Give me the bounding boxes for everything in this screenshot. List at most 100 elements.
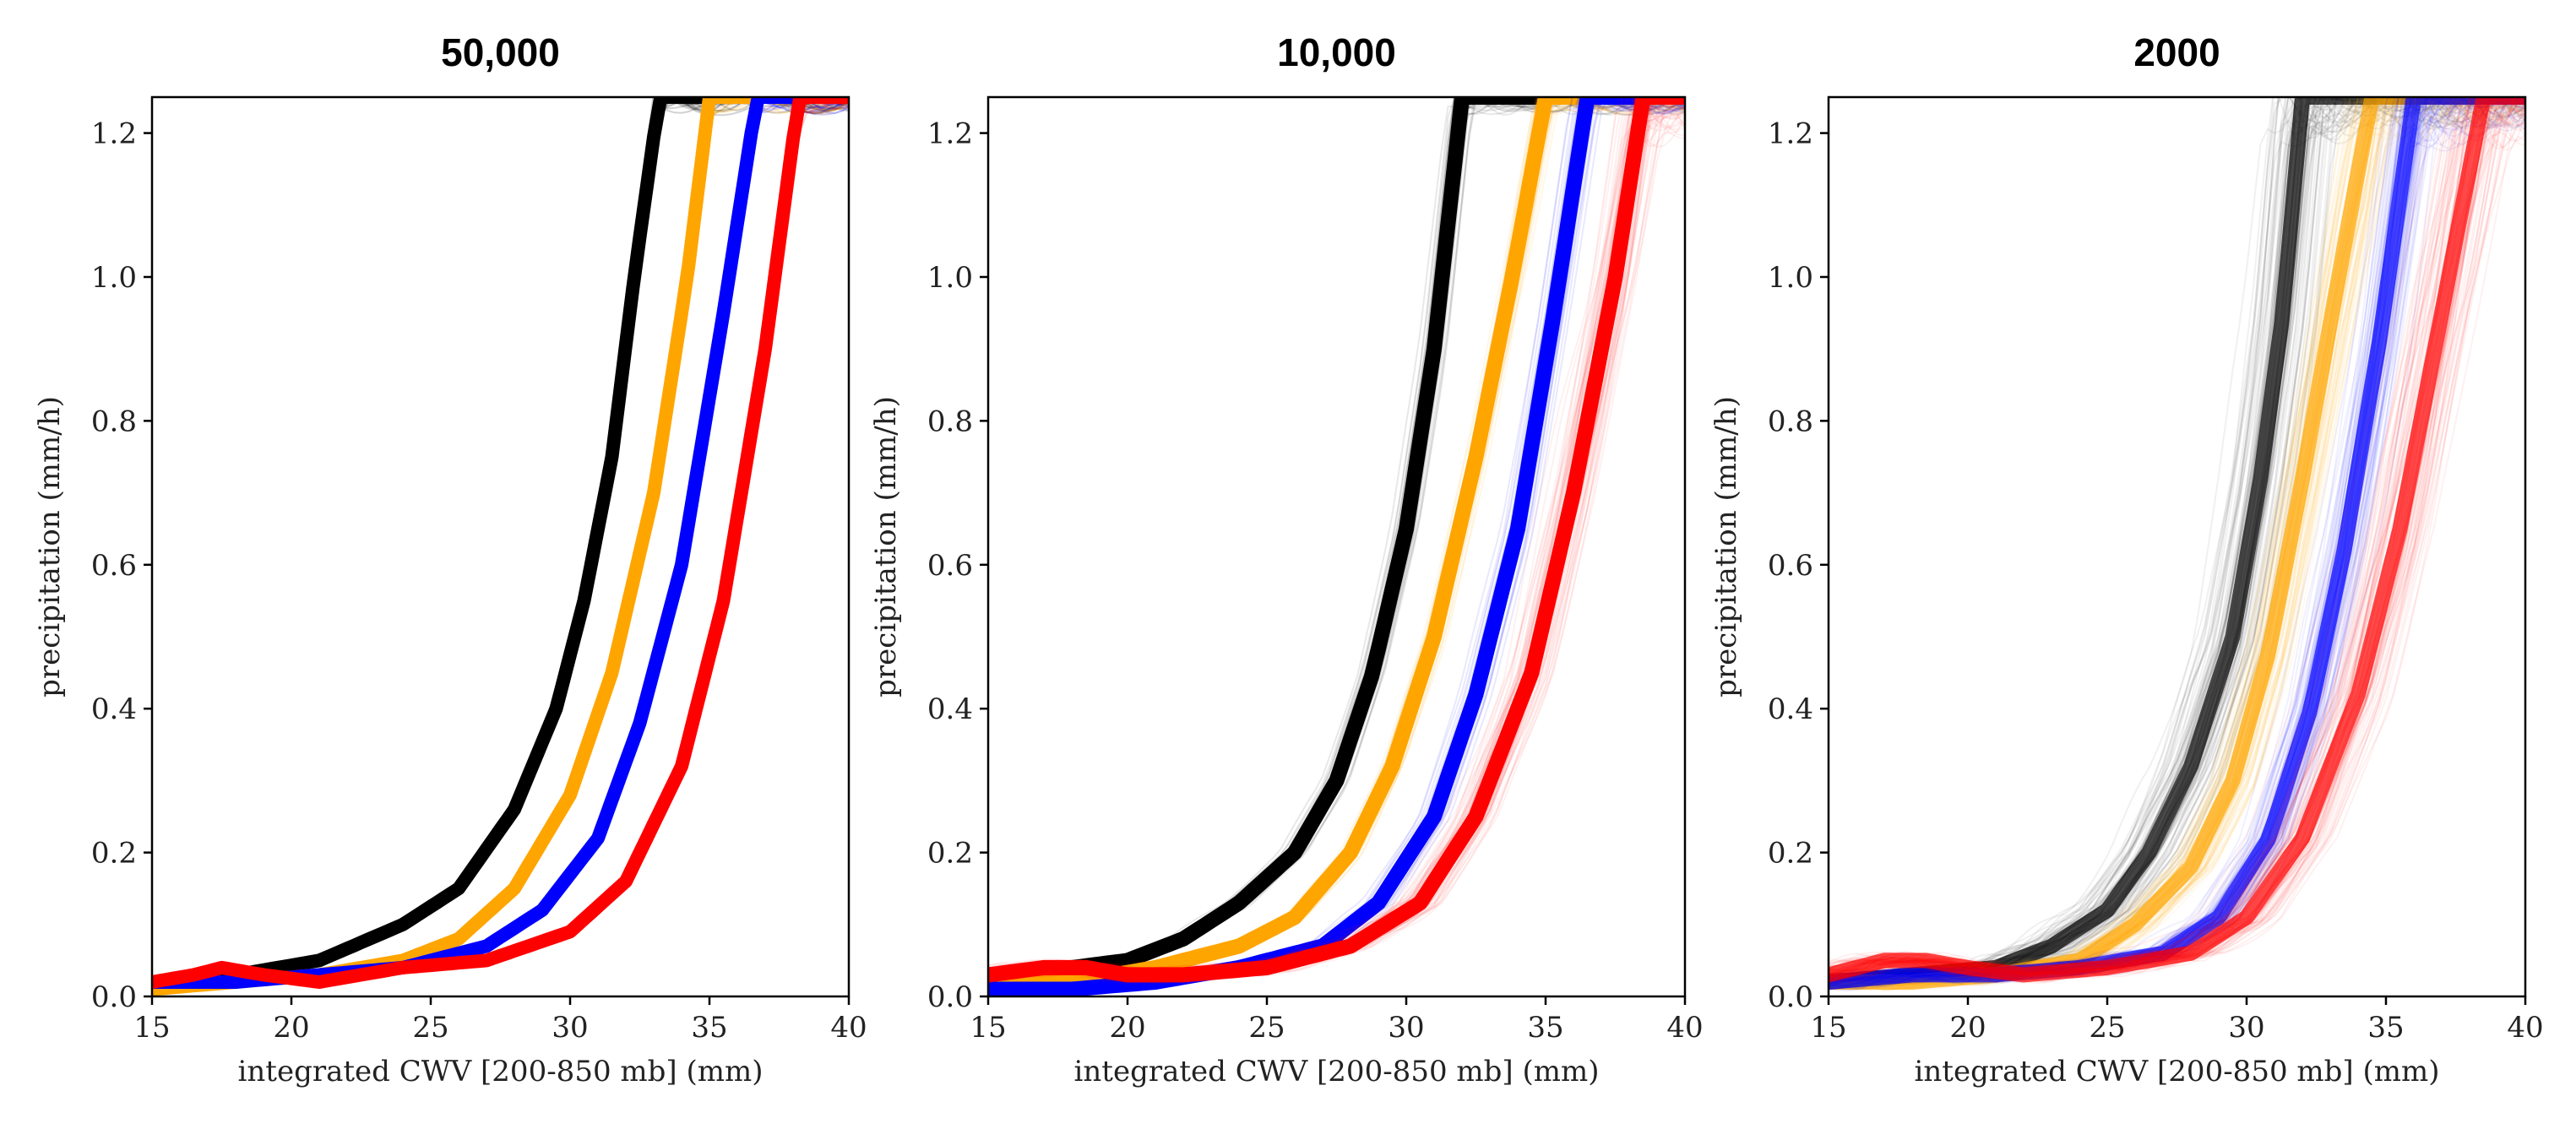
x-tick-label: 35 xyxy=(2367,1011,2404,1045)
series-red xyxy=(988,97,1685,985)
y-tick-label: 1.2 xyxy=(91,117,137,151)
series-red xyxy=(152,97,849,989)
ensemble-member-line xyxy=(988,97,1650,981)
ensemble-member-line xyxy=(152,97,849,990)
x-tick-label: 30 xyxy=(552,1011,588,1045)
x-tick-label: 40 xyxy=(1666,1011,1703,1045)
panel-title: 10,000 xyxy=(1277,30,1396,74)
ensemble-member-line xyxy=(152,97,849,983)
series-core-line xyxy=(152,97,849,989)
ensemble-member-line xyxy=(152,97,849,984)
ensemble-member-line xyxy=(152,97,849,985)
ensemble-member-line xyxy=(152,97,802,983)
series-blue xyxy=(152,97,849,989)
ensemble-member-line xyxy=(152,97,846,990)
x-axis-label: integrated CWV [200-850 mb] (mm) xyxy=(1074,1055,1600,1088)
ensemble-member-line xyxy=(152,97,849,991)
ensemble-member-line xyxy=(152,97,849,984)
x-tick-label: 20 xyxy=(273,1011,309,1045)
ensemble-member-line xyxy=(152,97,837,991)
axes-frame xyxy=(1827,95,2527,998)
ensemble-member-line xyxy=(152,100,849,985)
y-tick-label: 0.0 xyxy=(91,980,137,1014)
ensemble-member-line xyxy=(152,97,831,984)
y-tick-label: 1.0 xyxy=(91,261,137,295)
ensemble-member-line xyxy=(152,97,849,984)
ensemble-member-line xyxy=(152,97,813,991)
ensemble-member-line xyxy=(152,97,813,983)
ensemble-member-line xyxy=(152,97,849,985)
series-core-line xyxy=(1829,97,2525,983)
ensemble-member-line xyxy=(152,97,849,991)
series-core-line xyxy=(988,97,1685,996)
y-tick-label: 1.2 xyxy=(927,117,973,151)
ensemble-member-line xyxy=(1829,97,2525,975)
series-core-line xyxy=(152,97,849,989)
ensemble-member-line xyxy=(1829,105,2525,979)
ensemble-member-line xyxy=(1829,97,2490,982)
ensemble-member-line xyxy=(152,97,849,985)
ensemble-member-line xyxy=(152,97,834,984)
ensemble-member-line xyxy=(152,97,849,984)
ensemble-member-line xyxy=(152,97,849,984)
ensemble-member-line xyxy=(152,97,834,990)
x-tick-label: 30 xyxy=(1388,1011,1424,1045)
ensemble-member-line xyxy=(152,97,841,985)
y-tick-label: 0.0 xyxy=(1768,980,1813,1014)
ensemble-member-line xyxy=(152,97,802,984)
ensemble-member-line xyxy=(152,97,840,983)
panel-2: 10,000 15 20 25 30 35 40 0.0 0.2 0.4 0.6 0.8 1.0 1.2 i… xyxy=(869,30,1704,1088)
y-tick-label: 0.2 xyxy=(1768,837,1813,871)
series-core-line xyxy=(988,97,1685,983)
y-tick-label: 0.4 xyxy=(927,692,973,726)
ensemble-member-line xyxy=(152,97,849,983)
y-axis-label: precipitation (mm/h) xyxy=(1709,396,1743,698)
x-tick-label: 15 xyxy=(970,1011,1006,1045)
ensemble-member-line xyxy=(152,97,818,985)
ensemble-member-line xyxy=(152,97,823,984)
ensemble-member-line xyxy=(152,97,849,984)
ensemble-member-line xyxy=(152,97,824,983)
x-tick-label: 30 xyxy=(2228,1011,2264,1045)
ensemble-member-line xyxy=(152,97,844,985)
x-tick-label: 35 xyxy=(691,1011,727,1045)
plot-area xyxy=(988,97,1685,996)
y-axis-label: precipitation (mm/h) xyxy=(33,396,67,698)
y-tick-label: 0.6 xyxy=(927,549,973,583)
ensemble-member-line xyxy=(152,97,849,983)
y-tick-label: 0.2 xyxy=(927,837,973,871)
ensemble-member-line xyxy=(152,97,829,984)
ensemble-member-line xyxy=(152,97,829,982)
ensemble-member-line xyxy=(152,97,849,991)
ensemble-member-line xyxy=(152,97,849,991)
ensemble-member-line xyxy=(152,97,848,991)
y-tick-label: 0.6 xyxy=(1768,549,1813,583)
x-tick-label: 40 xyxy=(830,1011,867,1045)
panel-3: 2000 15 20 25 30 35 40 0.0 0.2 0.4 0.6 0.8 1.0 1.2 int… xyxy=(1709,30,2544,1088)
ensemble-member-line xyxy=(152,97,814,990)
ensemble-member-line xyxy=(152,97,849,984)
series-red xyxy=(1829,97,2525,984)
ensemble-member-line xyxy=(152,97,845,984)
ensemble-member-line xyxy=(152,97,832,985)
y-axis-label: precipitation (mm/h) xyxy=(869,396,903,698)
y-tick-label: 0.8 xyxy=(927,404,973,438)
plot-area xyxy=(152,97,849,996)
axes-frame xyxy=(986,95,1687,998)
ensemble-member-line xyxy=(152,97,849,985)
y-tick-label: 1.0 xyxy=(1768,261,1813,295)
y-tick-label: 0.4 xyxy=(91,692,137,726)
ensemble-member-line xyxy=(152,97,817,983)
ensemble-member-line xyxy=(988,97,1637,982)
y-tick-label: 0.4 xyxy=(1768,692,1813,726)
ensemble-member-line xyxy=(152,97,849,991)
ensemble-member-line xyxy=(152,97,845,984)
x-tick-label: 25 xyxy=(2089,1011,2125,1045)
ensemble-member-line xyxy=(152,97,847,984)
x-tick-label: 15 xyxy=(133,1011,170,1045)
ensemble-member-line xyxy=(152,97,846,985)
ensemble-member-line xyxy=(152,97,836,984)
ensemble-member-line xyxy=(152,97,849,985)
ensemble-member-line xyxy=(152,97,823,984)
